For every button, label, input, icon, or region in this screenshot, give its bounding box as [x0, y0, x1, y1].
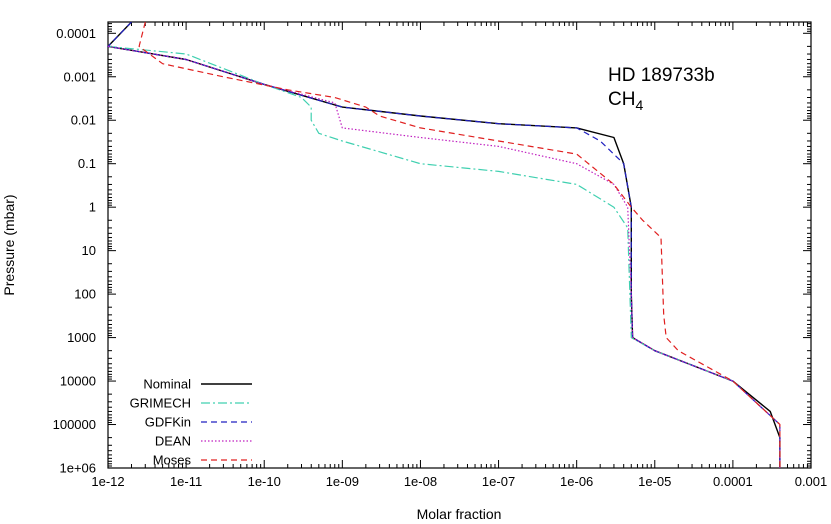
y-tick-label: 0.0001	[56, 26, 96, 41]
planet-annotation: HD 189733b	[608, 65, 715, 86]
y-tick-label: 0.01	[71, 113, 96, 128]
legend-label: DEAN	[155, 434, 191, 449]
series-line-dean	[107, 45, 781, 468]
species-subscript: 4	[635, 97, 643, 113]
species-formula: CH	[608, 89, 635, 110]
y-tick-label: 1000	[67, 330, 96, 345]
legend-label: GDFKin	[145, 415, 191, 430]
x-tick-label: 1e-08	[404, 474, 437, 489]
legend-label: GRIMECH	[130, 396, 191, 411]
y-axis: 0.0001 0.001 0.01 0.1 1 10 100 1000 10000 100000 1…	[53, 23, 811, 476]
x-tick-label: 1e-12	[91, 474, 124, 489]
x-tick-label: 1e-11	[170, 474, 202, 489]
legend-label: Moses	[153, 453, 192, 468]
series-line-moses	[138, 21, 781, 468]
species-annotation: CH4	[608, 89, 643, 113]
y-tick-label: 10000	[60, 374, 96, 389]
x-axis: 1e-12 1e-11 1e-10 1e-09 1e-08 1e-07 1e-06 1e-05…	[91, 22, 827, 489]
plot-lines	[107, 21, 781, 468]
series-line-nominal	[107, 21, 781, 468]
y-tick-label: 100000	[53, 417, 96, 432]
x-tick-label: 1e-05	[638, 474, 671, 489]
series-line-gdfkin	[107, 21, 781, 468]
x-tick-label: 1e-07	[482, 474, 515, 489]
x-axis-title: Molar fraction	[417, 506, 502, 522]
y-tick-label: 10	[82, 243, 96, 258]
series-line-grimech	[107, 45, 781, 468]
x-tick-label: 0.0001	[713, 474, 753, 489]
x-tick-label: 1e-09	[326, 474, 359, 489]
y-tick-label: 0.001	[63, 69, 96, 84]
x-tick-label: 1e-10	[248, 474, 281, 489]
y-tick-label: 1e+06	[59, 461, 96, 476]
legend-label: Nominal	[143, 377, 191, 392]
y-axis-title: Pressure (mbar)	[1, 194, 17, 295]
plot-frame	[107, 21, 812, 469]
x-tick-label: 0.001	[795, 474, 828, 489]
x-tick-label: 1e-06	[560, 474, 593, 489]
y-tick-label: 100	[74, 287, 96, 302]
legend: Nominal GRIMECH GDFKin DEAN Moses	[130, 377, 252, 468]
y-tick-label: 0.1	[78, 156, 96, 171]
y-tick-label: 1	[89, 200, 96, 215]
